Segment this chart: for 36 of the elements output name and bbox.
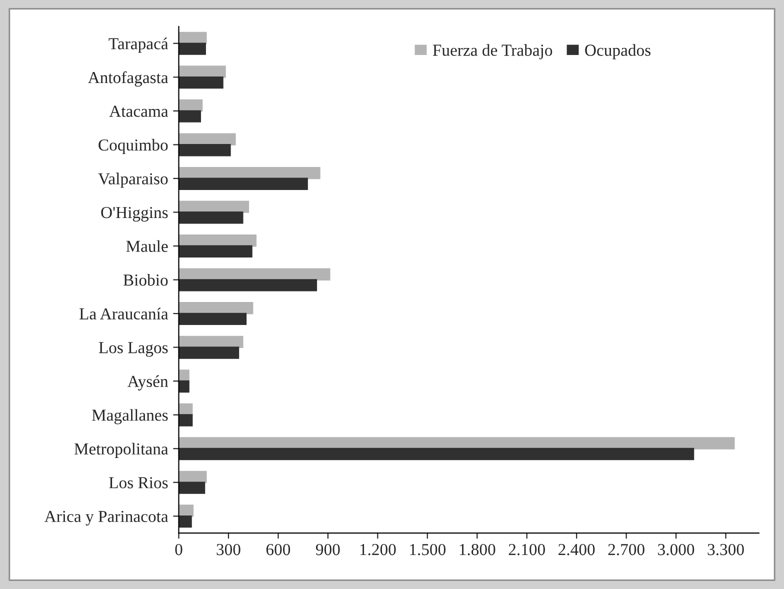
x-tick-label: 3.300 [708, 544, 744, 556]
legend-label: Fuerza de Trabajo [432, 44, 552, 60]
y-tick-label: Los Lagos [98, 342, 168, 357]
y-tick-label: Magallanes [92, 409, 168, 424]
bar [178, 200, 250, 213]
bar [178, 133, 236, 146]
y-tick-label: Maule [126, 240, 168, 252]
x-tick-label: 900 [316, 544, 340, 556]
x-tick-label: 1.500 [410, 544, 446, 556]
x-tick-label: 600 [266, 544, 290, 556]
y-tick-label: Aysén [127, 375, 168, 390]
y-tick-label: La Araucanía [80, 308, 168, 320]
x-tick-label: 0 [175, 544, 182, 556]
x-tick-label: 1.800 [460, 544, 496, 556]
y-tick-label: Metropolitana [74, 442, 168, 458]
y-tick-label: Los Rios [109, 477, 168, 488]
bar [178, 66, 226, 78]
x-tick-label: 1.200 [360, 544, 396, 556]
bar [178, 302, 254, 314]
x-tick-label: 300 [216, 544, 240, 556]
y-tick-label: Atacama [109, 106, 168, 117]
y-tick-label: O'Higgins [101, 206, 168, 222]
y-tick-label: Biobio [123, 274, 168, 286]
bar [178, 166, 320, 180]
legend-label: Ocupados [585, 44, 650, 60]
bar [178, 437, 735, 450]
bar [178, 234, 257, 247]
x-tick-label: 2.100 [508, 544, 545, 556]
y-tick-label: Tarapacá [108, 38, 168, 53]
x-tick-label: 3.000 [658, 544, 694, 556]
x-tick-label: 2.700 [608, 544, 644, 556]
x-tick-label: 2.400 [558, 544, 595, 556]
y-tick-label: Antofagasta [88, 71, 168, 87]
y-tick-label: Coquimbo [98, 138, 168, 154]
y-tick-label: Valparaiso [98, 172, 168, 188]
y-tick-label: Arica y Parinacota [44, 510, 168, 526]
